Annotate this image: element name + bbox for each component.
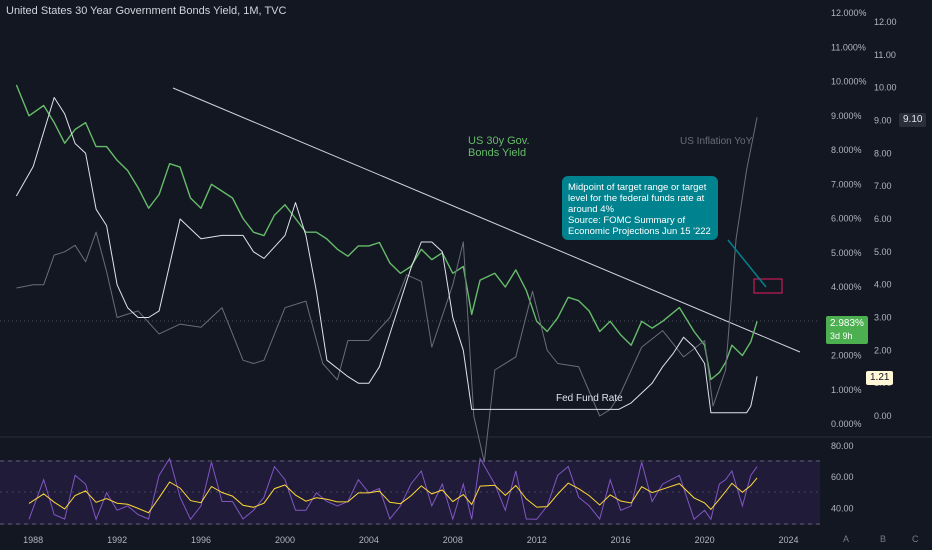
time-axis-tick: 2004 bbox=[359, 535, 379, 545]
scale-button-c[interactable]: C bbox=[912, 534, 919, 544]
series-lines bbox=[15, 84, 758, 463]
callout-line: level for the federal funds rate at bbox=[568, 193, 705, 204]
secondary-price-axis[interactable]: 12.00 11.00 10.00 9.00 8.00 7.00 6.00 5.00 4.00 3… bbox=[874, 17, 897, 421]
bonds-yield-line bbox=[15, 84, 758, 381]
second-axis-tick: 0.00 bbox=[874, 411, 892, 421]
rsi-lines bbox=[28, 456, 758, 521]
time-axis-tick: 2008 bbox=[443, 535, 463, 545]
rsi-axis-tick: 40.00 bbox=[831, 503, 854, 513]
main-axis-tick: 5.000% bbox=[831, 248, 862, 258]
rsi-ma-line bbox=[28, 477, 758, 514]
price-badge-value: 2.983% bbox=[830, 318, 864, 329]
second-axis-tick: 8.00 bbox=[874, 148, 892, 158]
time-axis[interactable]: 1988 1992 1996 2000 2004 2008 2012 2016 2020 2024 bbox=[23, 535, 798, 545]
bonds-label-line1: US 30y Gov. bbox=[468, 135, 530, 147]
callout-line: Economic Projections Jun 15 '222 bbox=[568, 226, 711, 237]
second-axis-tick: 10.00 bbox=[874, 83, 897, 93]
main-axis-tick: 7.000% bbox=[831, 179, 862, 189]
rsi-line bbox=[28, 456, 758, 521]
inflation-badge: 9.10 bbox=[899, 113, 927, 127]
fed-badge: 1.21 bbox=[866, 371, 894, 385]
main-axis-tick: 2.000% bbox=[831, 351, 862, 361]
second-axis-tick: 7.00 bbox=[874, 181, 892, 191]
time-axis-tick: 1992 bbox=[107, 535, 127, 545]
time-axis-tick: 2024 bbox=[779, 535, 799, 545]
callout-pointer bbox=[727, 239, 767, 288]
price-badge: 2.983% 3d 9h bbox=[826, 316, 868, 344]
main-price-axis[interactable]: 12.000% 11.000% 10.000% 9.000% 8.000% 7.000% 6… bbox=[831, 8, 867, 429]
chart-title: United States 30 Year Government Bonds Y… bbox=[6, 5, 287, 17]
callout-line: around 4% bbox=[568, 204, 615, 215]
second-axis-tick: 9.00 bbox=[874, 116, 892, 126]
second-axis-tick: 5.00 bbox=[874, 247, 892, 257]
bonds-label-line2: Bonds Yield bbox=[468, 147, 526, 159]
callout-line: Midpoint of target range or target bbox=[568, 182, 707, 193]
scale-button-b[interactable]: B bbox=[880, 534, 887, 544]
second-axis-tick: 6.00 bbox=[874, 214, 892, 224]
fed-fund-rate-line bbox=[15, 97, 758, 414]
main-axis-tick: 11.000% bbox=[831, 42, 866, 52]
trend-line[interactable] bbox=[172, 87, 801, 353]
callout-line: Source: FOMC Summary of bbox=[568, 215, 686, 226]
price-badge-countdown: 3d 9h bbox=[830, 331, 853, 341]
second-axis-tick: 12.00 bbox=[874, 17, 897, 27]
main-axis-tick: 9.000% bbox=[831, 111, 862, 121]
fed-fund-label: Fed Fund Rate bbox=[556, 393, 623, 404]
scale-button-a[interactable]: A bbox=[843, 534, 850, 544]
second-axis-tick: 11.00 bbox=[874, 50, 896, 60]
inflation-label: US Inflation YoY bbox=[680, 136, 753, 147]
time-axis-tick: 2016 bbox=[611, 535, 631, 545]
time-axis-tick: 2012 bbox=[527, 535, 547, 545]
main-axis-tick: 12.000% bbox=[831, 8, 867, 18]
inflation-line bbox=[16, 117, 758, 463]
second-axis-tick: 2.00 bbox=[874, 345, 892, 355]
time-axis-tick: 2000 bbox=[275, 535, 295, 545]
second-axis-tick: 3.00 bbox=[874, 313, 892, 323]
main-axis-tick: 6.000% bbox=[831, 214, 862, 224]
main-axis-tick: 8.000% bbox=[831, 145, 862, 155]
target-range-box[interactable] bbox=[753, 278, 783, 294]
rsi-axis-tick: 80.00 bbox=[831, 441, 854, 451]
main-axis-tick: 1.000% bbox=[831, 385, 862, 395]
callout-text: Midpoint of target range or targetlevel … bbox=[568, 182, 711, 237]
rsi-axis-tick: 60.00 bbox=[831, 472, 854, 482]
time-axis-tick: 2020 bbox=[695, 535, 715, 545]
time-axis-tick: 1988 bbox=[23, 535, 43, 545]
second-axis-tick: 4.00 bbox=[874, 280, 892, 290]
time-axis-tick: 1996 bbox=[191, 535, 211, 545]
callout-box[interactable] bbox=[562, 176, 718, 240]
main-axis-tick: 0.000% bbox=[831, 419, 862, 429]
rsi-axis[interactable]: 80.00 60.00 40.00 bbox=[831, 441, 854, 513]
main-axis-tick: 10.000% bbox=[831, 77, 867, 87]
main-axis-tick: 4.000% bbox=[831, 282, 862, 292]
